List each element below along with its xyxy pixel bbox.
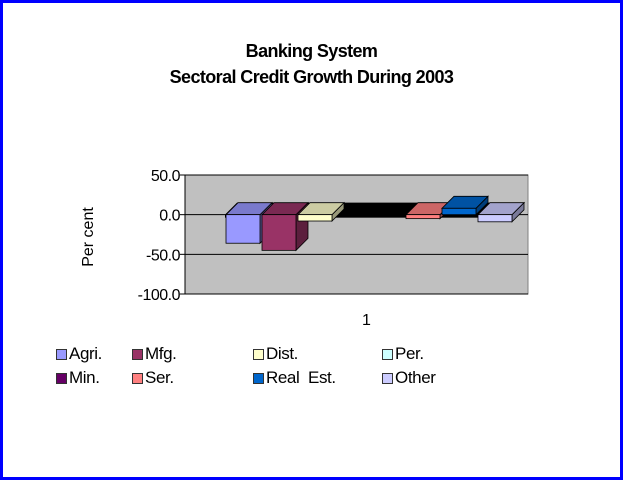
legend-label: Mfg. — [145, 344, 177, 363]
legend-swatch — [56, 372, 67, 384]
legend-swatch — [253, 348, 264, 360]
legend-label: Min. — [69, 368, 100, 387]
legend-swatch — [253, 372, 264, 384]
legend-swatch — [132, 348, 143, 360]
chart-title: Banking System Sectoral Credit Growth Du… — [0, 38, 623, 90]
y-tick-label: -100.0 — [138, 287, 181, 304]
plot-area — [184, 174, 529, 295]
bar — [261, 214, 297, 251]
legend-swatch — [382, 348, 393, 360]
x-tick-label: 1 — [362, 312, 371, 329]
bar — [405, 214, 441, 220]
legend-item: Mfg. — [132, 344, 177, 364]
legend-item: Ser. — [132, 368, 174, 388]
legend-item: Min. — [56, 368, 100, 388]
legend-label: Ser. — [145, 368, 174, 387]
legend-item: Agri. — [56, 344, 102, 364]
bar — [441, 207, 477, 216]
legend-label: Dist. — [266, 344, 299, 363]
y-axis-label: Per cent — [80, 207, 97, 267]
legend-swatch — [56, 348, 67, 360]
y-tick-label: 0.0 — [159, 208, 180, 225]
legend-swatch — [382, 372, 393, 384]
legend-item: Dist. — [253, 344, 298, 364]
legend-item: Real Est. — [253, 368, 336, 388]
bar — [225, 214, 261, 244]
floor-front — [225, 214, 513, 218]
legend-label: Real Est. — [266, 368, 336, 387]
legend-swatch — [132, 372, 143, 384]
legend-label: Per. — [395, 344, 424, 363]
y-tick-label: 50.0 — [151, 168, 181, 185]
y-tick-label: -50.0 — [146, 247, 181, 264]
legend-item: Other — [382, 368, 436, 388]
chart-title-line-1: Banking System — [245, 41, 378, 61]
bar — [297, 214, 333, 222]
legend-label: Agri. — [69, 344, 102, 363]
legend-label: Other — [395, 368, 436, 387]
legend-item: Per. — [382, 344, 424, 364]
chart-subtitle: Sectoral Credit Growth During 2003 — [169, 67, 454, 87]
bar — [477, 214, 513, 223]
